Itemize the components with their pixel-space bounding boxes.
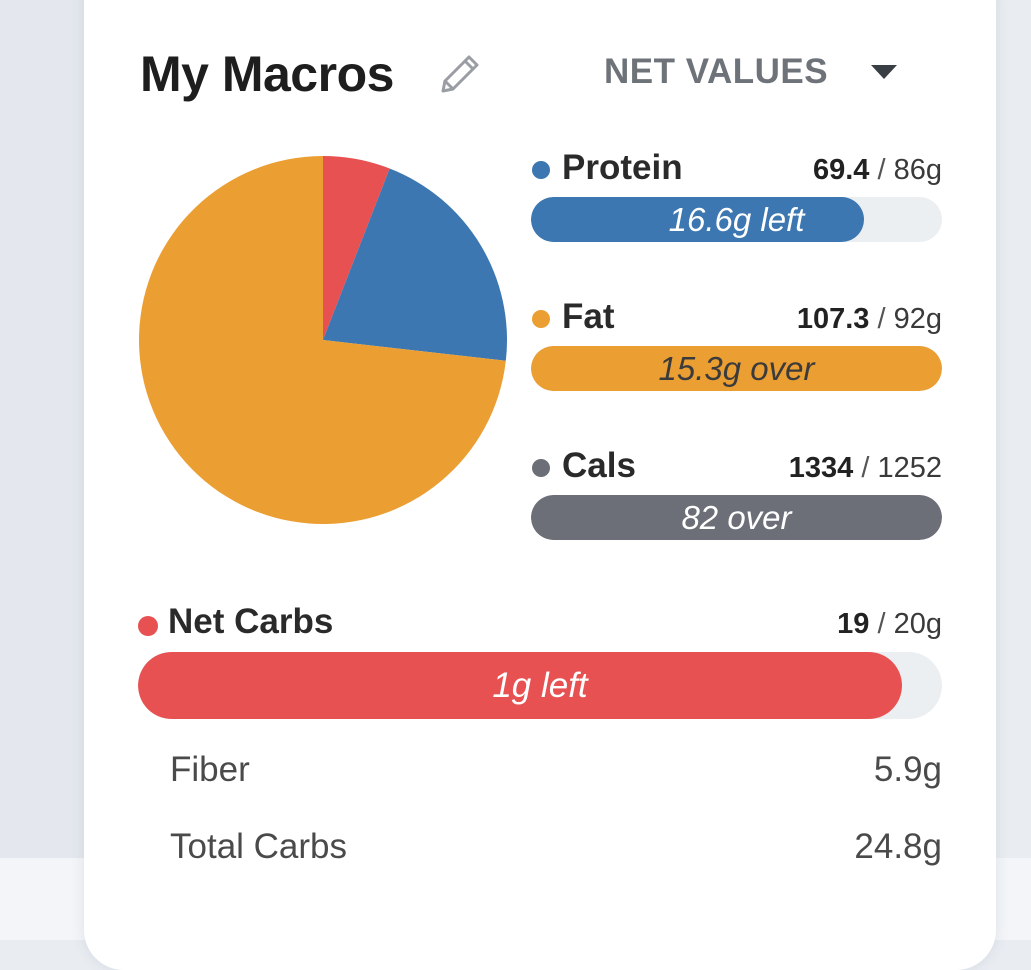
card-title: My Macros [140,46,394,102]
cals-row: Cals 1334 / 1252 [530,446,942,486]
fat-dot [532,310,550,328]
fiber-value: 5.9g [873,750,942,789]
net-carbs-progress-bar: 1g left [138,652,942,719]
fat-progress-fill [531,346,942,391]
pie-slice-fat [138,156,506,524]
cals-remaining-label: 82 over [681,498,792,536]
pie-slice-net-carbs [323,156,390,340]
net-carbs-progress-fill [138,652,902,719]
view-mode-label: NET VALUES [604,52,829,91]
protein-progress-fill [531,197,864,242]
fat-remaining-label: 15.3g over [658,349,815,387]
net-carbs-row: Net Carbs 19 / 20g [138,602,942,644]
background-panel [0,0,84,858]
fat-row: Fat 107.3 / 92g [530,297,942,337]
total-carbs-row: Total Carbs 24.8g [170,825,942,869]
fiber-row: Fiber 5.9g [170,748,942,792]
protein-progress-bar: 16.6g left [531,197,942,242]
total-carbs-label: Total Carbs [170,827,348,866]
pencil-icon[interactable] [438,50,484,96]
fat-value: 107.3 / 92g [796,303,942,335]
net-carbs-remaining-label: 1g left [492,665,588,705]
pie-slice-protein [323,168,508,361]
cals-dot [532,459,550,477]
protein-row: Protein 69.4 / 86g [530,148,942,188]
cals-progress-bar: 82 over [531,495,942,540]
caret-down-icon [871,65,898,79]
net-carbs-value: 19 / 20g [837,608,942,640]
net-carbs-label: Net Carbs [168,602,334,641]
protein-value: 69.4 / 86g [812,154,942,186]
cals-value: 1334 / 1252 [788,452,942,484]
total-carbs-value: 24.8g [854,827,942,866]
fat-label: Fat [562,297,615,336]
cals-progress-fill [531,495,942,540]
macros-pie-chart [138,156,508,524]
protein-label: Protein [562,148,683,187]
protein-remaining-label: 16.6g left [668,200,805,238]
fiber-label: Fiber [170,750,250,789]
cals-label: Cals [562,446,636,485]
fat-progress-bar: 15.3g over [531,346,942,391]
view-mode-dropdown[interactable]: NET VALUES [604,50,898,94]
net-carbs-dot [138,616,158,636]
protein-dot [532,161,550,179]
